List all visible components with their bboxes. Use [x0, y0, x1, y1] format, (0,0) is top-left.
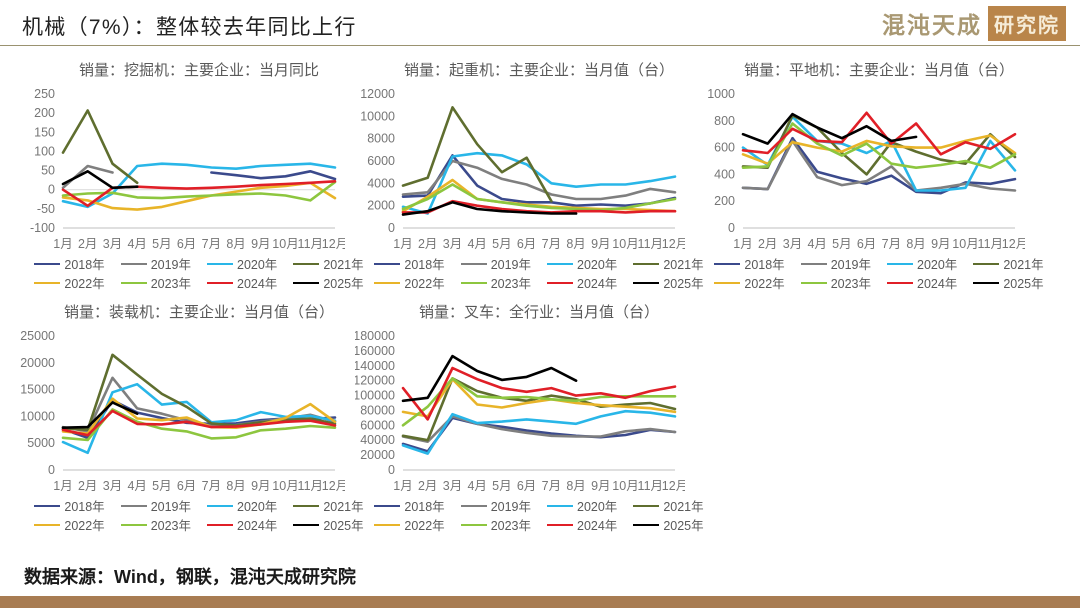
svg-text:10月: 10月 [612, 237, 638, 251]
svg-text:250: 250 [34, 87, 55, 101]
svg-text:11月: 11月 [638, 237, 663, 251]
svg-text:6月: 6月 [517, 479, 536, 493]
svg-text:9月: 9月 [251, 479, 270, 493]
svg-text:2月: 2月 [758, 237, 777, 251]
svg-text:1月: 1月 [393, 479, 412, 493]
svg-text:3月: 3月 [783, 237, 802, 251]
svg-text:200: 200 [34, 106, 55, 120]
svg-text:120000: 120000 [355, 374, 395, 388]
svg-text:4000: 4000 [367, 176, 395, 190]
svg-text:8月: 8月 [906, 237, 925, 251]
svg-text:7月: 7月 [202, 479, 221, 493]
svg-text:12月: 12月 [662, 479, 685, 493]
svg-text:0: 0 [388, 221, 395, 235]
svg-text:7月: 7月 [882, 237, 901, 251]
svg-text:4月: 4月 [807, 237, 826, 251]
svg-text:6月: 6月 [857, 237, 876, 251]
svg-text:3月: 3月 [103, 237, 122, 251]
svg-text:8月: 8月 [226, 479, 245, 493]
svg-text:1月: 1月 [393, 237, 412, 251]
svg-text:4月: 4月 [127, 237, 146, 251]
svg-text:0: 0 [728, 221, 735, 235]
svg-text:6000: 6000 [367, 154, 395, 168]
svg-text:4月: 4月 [467, 479, 486, 493]
svg-text:9月: 9月 [251, 237, 270, 251]
svg-text:0: 0 [388, 463, 395, 477]
svg-text:10月: 10月 [952, 237, 978, 251]
svg-text:50: 50 [41, 164, 55, 178]
svg-text:10月: 10月 [272, 237, 298, 251]
svg-text:7月: 7月 [542, 237, 561, 251]
svg-text:6月: 6月 [177, 479, 196, 493]
svg-text:6月: 6月 [177, 237, 196, 251]
svg-text:11月: 11月 [298, 479, 323, 493]
svg-text:9月: 9月 [931, 237, 950, 251]
svg-text:3月: 3月 [443, 237, 462, 251]
svg-text:10000: 10000 [20, 409, 55, 423]
svg-text:80000: 80000 [360, 403, 395, 417]
svg-text:9月: 9月 [591, 237, 610, 251]
svg-text:7月: 7月 [202, 237, 221, 251]
svg-text:800: 800 [714, 114, 735, 128]
svg-text:100: 100 [34, 144, 55, 158]
svg-text:3月: 3月 [443, 479, 462, 493]
svg-text:2月: 2月 [78, 479, 97, 493]
svg-text:2月: 2月 [418, 237, 437, 251]
svg-text:0: 0 [48, 183, 55, 197]
svg-text:160000: 160000 [355, 344, 395, 358]
svg-text:15000: 15000 [20, 383, 55, 397]
svg-text:10月: 10月 [612, 479, 638, 493]
svg-text:11月: 11月 [978, 237, 1003, 251]
svg-text:-100: -100 [30, 221, 55, 235]
svg-text:12000: 12000 [360, 87, 395, 101]
svg-text:12月: 12月 [1002, 237, 1025, 251]
svg-text:9月: 9月 [591, 479, 610, 493]
svg-text:3月: 3月 [103, 479, 122, 493]
svg-text:7月: 7月 [542, 479, 561, 493]
svg-text:12月: 12月 [322, 237, 345, 251]
svg-text:2月: 2月 [418, 479, 437, 493]
svg-text:5月: 5月 [152, 479, 171, 493]
svg-text:1000: 1000 [707, 87, 735, 101]
svg-text:140000: 140000 [355, 359, 395, 373]
svg-text:200: 200 [714, 194, 735, 208]
svg-text:8月: 8月 [226, 237, 245, 251]
svg-text:2000: 2000 [367, 199, 395, 213]
svg-text:180000: 180000 [355, 329, 395, 343]
svg-text:5月: 5月 [492, 479, 511, 493]
svg-text:10月: 10月 [272, 479, 298, 493]
svg-text:600: 600 [714, 141, 735, 155]
svg-text:100000: 100000 [355, 389, 395, 403]
svg-text:150: 150 [34, 125, 55, 139]
svg-text:25000: 25000 [20, 329, 55, 343]
svg-text:2月: 2月 [78, 237, 97, 251]
svg-text:5月: 5月 [152, 237, 171, 251]
svg-text:8月: 8月 [566, 237, 585, 251]
svg-text:12月: 12月 [662, 237, 685, 251]
svg-text:11月: 11月 [638, 479, 663, 493]
svg-text:60000: 60000 [360, 418, 395, 432]
svg-text:0: 0 [48, 463, 55, 477]
svg-text:5月: 5月 [492, 237, 511, 251]
svg-text:20000: 20000 [20, 356, 55, 370]
svg-text:8月: 8月 [566, 479, 585, 493]
svg-text:40000: 40000 [360, 433, 395, 447]
svg-text:5000: 5000 [27, 436, 55, 450]
svg-text:20000: 20000 [360, 448, 395, 462]
svg-text:12月: 12月 [322, 479, 345, 493]
svg-text:1月: 1月 [733, 237, 752, 251]
svg-text:4月: 4月 [467, 237, 486, 251]
svg-text:6月: 6月 [517, 237, 536, 251]
svg-text:11月: 11月 [298, 237, 323, 251]
svg-text:5月: 5月 [832, 237, 851, 251]
svg-text:1月: 1月 [53, 479, 72, 493]
svg-text:10000: 10000 [360, 109, 395, 123]
svg-text:400: 400 [714, 167, 735, 181]
svg-text:1月: 1月 [53, 237, 72, 251]
svg-text:8000: 8000 [367, 132, 395, 146]
svg-text:-50: -50 [37, 202, 55, 216]
svg-text:4月: 4月 [127, 479, 146, 493]
